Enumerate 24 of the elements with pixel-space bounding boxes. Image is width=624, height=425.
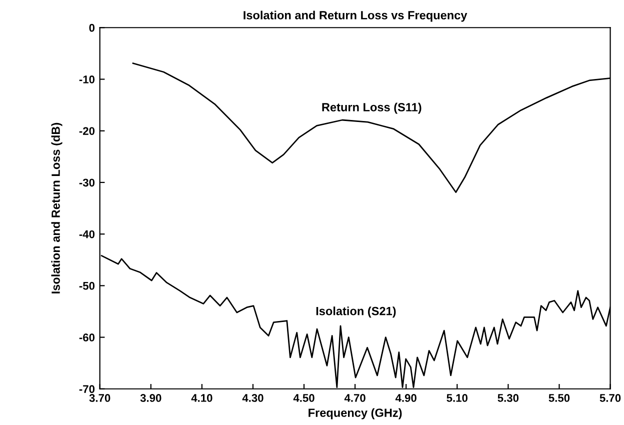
x-axis-title: Frequency (GHz): [308, 408, 402, 420]
x-tick-label: 5.50: [548, 394, 570, 402]
x-tick-label: 4.10: [191, 394, 212, 402]
x-tick-label: 4.90: [395, 394, 416, 402]
y-tick-label: -40: [79, 230, 95, 238]
chart-title: Isolation and Return Loss vs Frequency: [244, 10, 468, 22]
x-tick-label: 4.50: [293, 394, 314, 402]
series-label: Isolation (S21): [316, 306, 396, 318]
x-tick-label: 4.70: [344, 394, 366, 402]
x-tick-label: 3.70: [89, 394, 110, 402]
x-tick-label: 3.90: [140, 394, 162, 402]
y-tick-label: -50: [79, 282, 95, 290]
x-tick-label: 4.30: [242, 394, 264, 402]
y-axis-title: Isolation and Return Loss (dB): [51, 122, 62, 294]
y-tick-label: -10: [79, 76, 95, 84]
x-tick-label: 5.70: [600, 394, 621, 402]
y-tick-label: -30: [79, 178, 95, 187]
x-tick-label: 5.30: [498, 394, 519, 402]
y-tick-label: -70: [79, 385, 95, 394]
y-tick-label: -20: [79, 127, 95, 135]
y-tick-label: 0: [89, 24, 95, 32]
series-label: Return Loss (S11): [322, 102, 422, 114]
x-tick-label: 5.10: [446, 394, 468, 402]
y-tick-label: -60: [79, 334, 95, 342]
